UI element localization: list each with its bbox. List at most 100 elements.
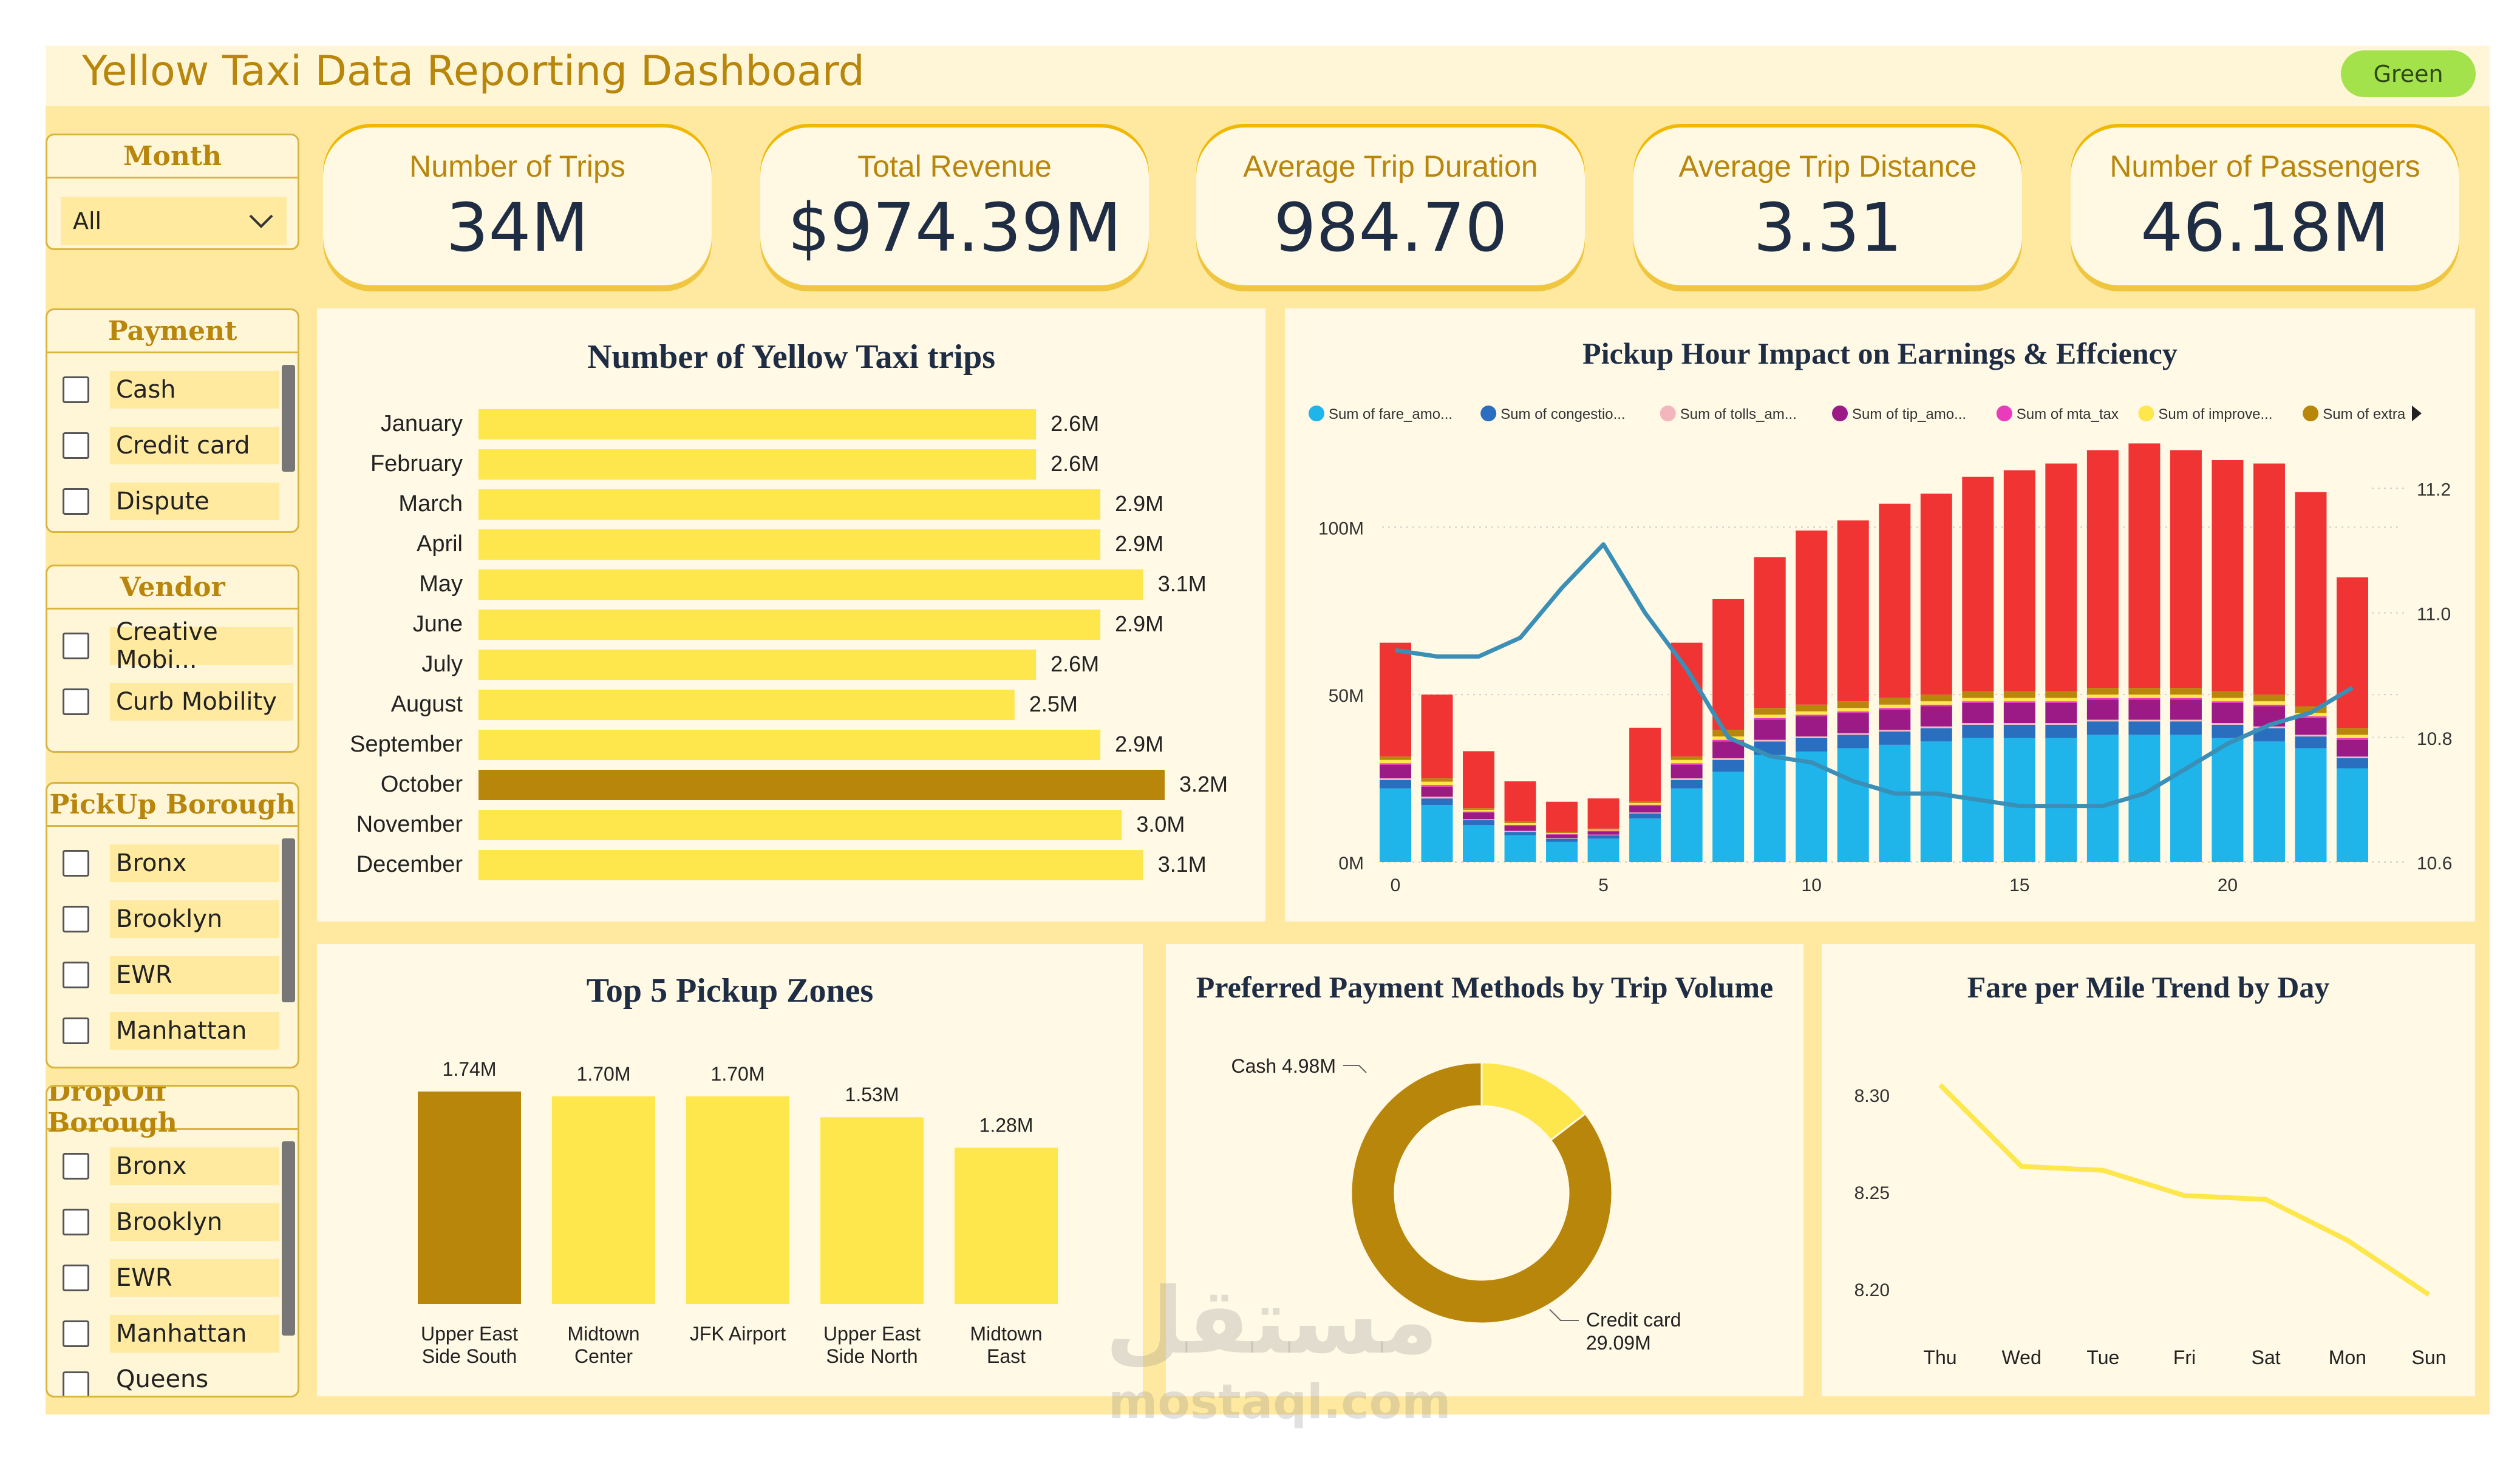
bar-segment — [2170, 721, 2202, 735]
y-tick-label: 100M — [1318, 518, 1364, 538]
kpi-card-distance: Average Trip Distance 3.31 — [1633, 127, 2022, 285]
checkbox[interactable] — [63, 488, 89, 515]
watermark-logo: مستقل — [1105, 1269, 1439, 1374]
x-tick-label: Wed — [2002, 1347, 2042, 1368]
checkbox[interactable] — [63, 432, 89, 459]
bar-segment — [1380, 765, 1411, 779]
checkbox[interactable] — [63, 1209, 89, 1235]
checkbox[interactable] — [63, 1320, 89, 1347]
bar-segment — [2086, 721, 2119, 735]
legend-label: Sum of mta_tax — [2017, 406, 2119, 423]
pickup-item-bronx[interactable]: Bronx — [47, 835, 298, 891]
bar-segment — [1962, 698, 1994, 702]
bar-segment — [1837, 708, 1869, 712]
legend-marker — [1832, 406, 1848, 421]
checkbox[interactable] — [63, 633, 89, 659]
zone-bar — [686, 1096, 789, 1304]
bar-segment — [2045, 724, 2077, 738]
bar-segment — [2337, 758, 2368, 769]
month-dropdown[interactable]: All — [61, 197, 287, 245]
dropoff-item-label: Bronx — [110, 1147, 279, 1185]
month-label: November — [356, 812, 463, 837]
checkbox[interactable] — [63, 376, 89, 403]
bar-segment — [2337, 756, 2368, 758]
month-label: July — [421, 651, 463, 677]
bar-segment — [1837, 701, 1869, 708]
bar-segment — [1796, 736, 1828, 738]
bar-segment — [1837, 520, 1869, 702]
fare-per-mile-panel: Fare per Mile Trend by Day 8.20 8.25 8.30 T… — [1822, 944, 2475, 1396]
dropoff-scrollbar[interactable] — [282, 1141, 295, 1336]
theme-toggle-button[interactable]: Green — [2341, 50, 2476, 97]
chart-title: Top 5 Pickup Zones — [586, 972, 874, 1010]
checkbox[interactable] — [63, 962, 89, 988]
bar-segment — [2337, 735, 2368, 738]
pickup-item-brooklyn[interactable]: Brooklyn — [47, 891, 298, 947]
bar-september — [478, 730, 1101, 760]
bar-segment — [2128, 721, 2161, 735]
zone-label: Center — [574, 1345, 633, 1367]
y-tick-label: 8.20 — [1854, 1280, 1890, 1300]
top-zones-panel: Top 5 Pickup Zones 1.74M Upper East Side S… — [317, 944, 1143, 1396]
bar-segment — [1546, 832, 1578, 834]
data-label: 3.1M — [1158, 852, 1207, 877]
legend-label: Sum of extra — [2323, 406, 2406, 423]
payment-item-dispute[interactable]: Dispute — [47, 474, 298, 529]
zone-bar — [820, 1117, 924, 1304]
vendor-item-creative-mobility[interactable]: Creative Mobi... — [47, 618, 298, 674]
bar-segment — [2128, 698, 2161, 700]
checkbox[interactable] — [63, 1153, 89, 1180]
bar-segment — [2337, 739, 2368, 757]
checkbox[interactable] — [63, 1017, 89, 1044]
bar-segment — [1463, 812, 1495, 820]
bar-segment — [2170, 688, 2202, 695]
bar-segment — [1504, 826, 1536, 831]
chart-title: Preferred Payment Methods by Trip Volume — [1196, 970, 1774, 1004]
x-tick-label: 20 — [2218, 875, 2238, 895]
month-label: December — [356, 852, 463, 877]
legend-label: Sum of tip_amo... — [1852, 406, 1966, 423]
bar-segment — [2003, 701, 2035, 703]
payment-item-label: Dispute — [110, 483, 279, 520]
dropoff-item-label: Manhattan — [110, 1315, 279, 1353]
zone-label: Upper East — [421, 1323, 518, 1345]
month-label: February — [370, 451, 463, 477]
bar-segment — [1463, 825, 1495, 862]
vendor-item-curb-mobility[interactable]: Curb Mobility — [47, 674, 298, 730]
data-label: 2.6M — [1051, 651, 1099, 676]
bar-october — [478, 770, 1165, 800]
payment-item-cash[interactable]: Cash — [47, 362, 298, 418]
bar-segment — [1837, 711, 1869, 713]
bar-segment — [2212, 701, 2244, 703]
data-label: 1.28M — [979, 1115, 1034, 1136]
checkbox[interactable] — [63, 1265, 89, 1291]
bar-segment — [1754, 755, 1786, 862]
bar-segment — [1504, 830, 1536, 832]
chart-title: Pickup Hour Impact on Earnings & Effcien… — [1582, 336, 2178, 370]
pickup-item-manhattan[interactable]: Manhattan — [47, 1003, 298, 1059]
payment-item-credit-card[interactable]: Credit card — [47, 418, 298, 474]
dropoff-item-manhattan[interactable]: Manhattan — [47, 1306, 298, 1362]
pickup-scrollbar[interactable] — [282, 838, 295, 1002]
bar-segment — [2253, 463, 2285, 695]
bar-segment — [2295, 706, 2327, 713]
bar-may — [478, 569, 1143, 600]
dropoff-item-ewr[interactable]: EWR — [47, 1250, 298, 1306]
bar-segment — [1670, 642, 1703, 757]
checkbox[interactable] — [63, 1371, 89, 1396]
bar-segment — [1504, 824, 1536, 826]
data-label: 1.74M — [443, 1058, 497, 1080]
bar-segment — [2337, 768, 2368, 862]
bar-segment — [1712, 759, 1745, 772]
checkbox[interactable] — [63, 906, 89, 932]
dropoff-item-queens[interactable]: Queens — [47, 1362, 298, 1396]
bar-segment — [2295, 718, 2327, 735]
legend-marker — [1480, 406, 1497, 421]
payment-scrollbar[interactable] — [282, 365, 295, 472]
checkbox[interactable] — [63, 850, 89, 877]
bar-segment — [2003, 702, 2035, 724]
dropoff-item-bronx[interactable]: Bronx — [47, 1138, 298, 1194]
pickup-item-ewr[interactable]: EWR — [47, 947, 298, 1003]
dropoff-item-brooklyn[interactable]: Brooklyn — [47, 1194, 298, 1250]
checkbox[interactable] — [63, 688, 89, 715]
